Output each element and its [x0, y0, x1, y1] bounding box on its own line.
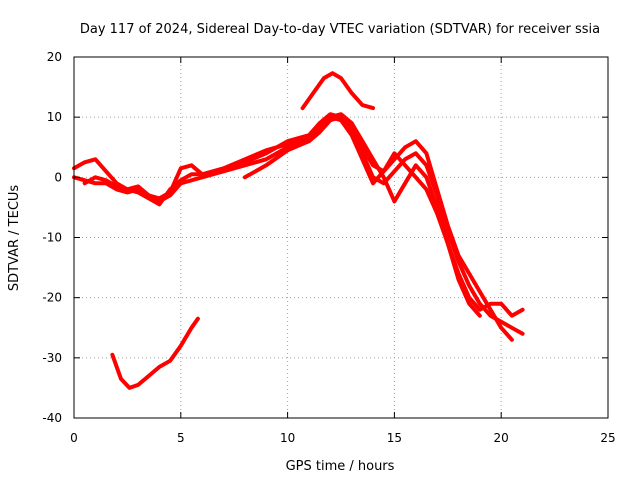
- series-line-track-3: [82, 115, 525, 318]
- y-tick-label: 20: [47, 50, 62, 64]
- grid-lines: [74, 57, 608, 418]
- y-tick-label: 10: [47, 110, 62, 124]
- x-tick-label: 10: [280, 431, 295, 445]
- y-tick-label: -30: [42, 351, 62, 365]
- series-line-track-5: [300, 71, 375, 111]
- series-layer: [72, 71, 525, 390]
- tick-marks: [73, 56, 609, 419]
- series-line-track-4: [242, 115, 482, 318]
- y-tick-label: -20: [42, 291, 62, 305]
- y-tick-label: -10: [42, 231, 62, 245]
- y-tick-labels: 20 10 0 -10 -20 -30 -40: [42, 50, 62, 425]
- x-tick-label: 5: [177, 431, 185, 445]
- y-axis-title: SDTVAR / TECUs: [7, 185, 22, 292]
- y-tick-label: -40: [42, 411, 62, 425]
- x-tick-label: 25: [600, 431, 615, 445]
- x-tick-labels: 0 5 10 15 20 25: [70, 431, 615, 445]
- x-tick-label: 0: [70, 431, 78, 445]
- y-tick-label: 0: [54, 170, 62, 184]
- series-line-track-1: [72, 112, 525, 336]
- x-tick-label: 15: [387, 431, 402, 445]
- x-axis-title: GPS time / hours: [286, 459, 395, 474]
- x-tick-label: 20: [494, 431, 509, 445]
- series-line-track-6: [110, 316, 200, 390]
- chart-title: Day 117 of 2024, Sidereal Day-to-day VTE…: [80, 22, 600, 37]
